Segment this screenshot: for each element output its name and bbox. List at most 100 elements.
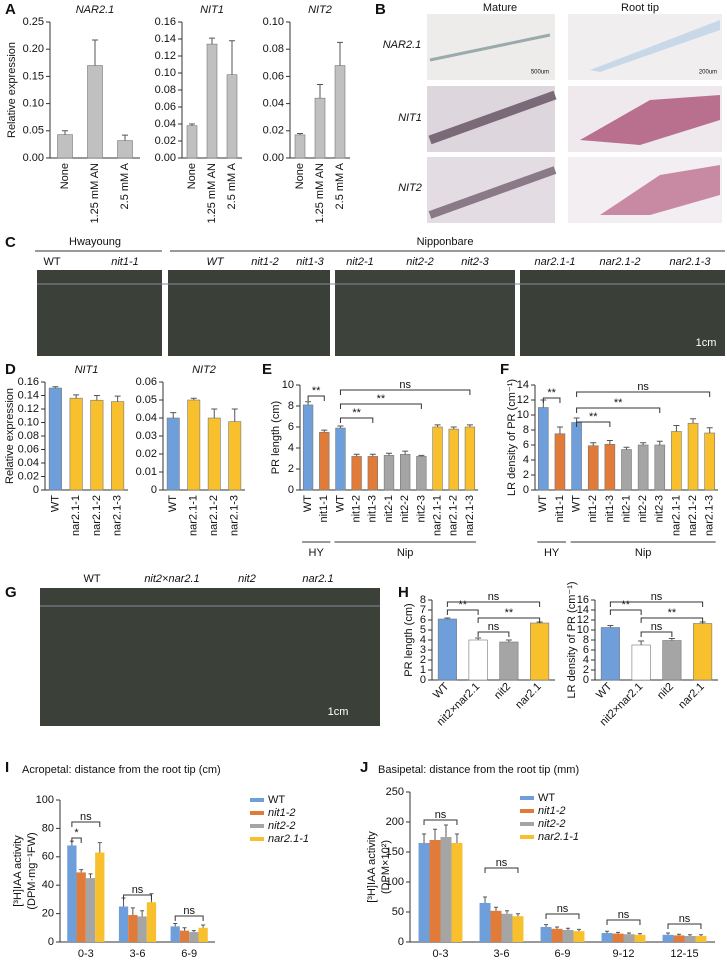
y-axis-label: PR length (cm) <box>403 603 415 676</box>
bar <box>383 455 395 491</box>
y-tick-label: 0.06 <box>155 101 176 113</box>
bar <box>228 421 242 491</box>
error-bar <box>666 932 671 935</box>
bar <box>451 843 463 942</box>
bar <box>571 422 582 491</box>
error-bar <box>640 442 647 445</box>
bar <box>587 445 599 491</box>
y-axis-label: PR length (cm) <box>270 401 282 474</box>
legend-label: nit1-2 <box>538 805 566 817</box>
significance-bracket <box>484 867 519 873</box>
y-tick-label: 2 <box>420 654 426 666</box>
error-bar <box>73 394 80 399</box>
y-tick-label: 2 <box>523 469 529 481</box>
error-bar <box>576 928 581 932</box>
bar <box>662 934 674 942</box>
y-tick-label: 0.03 <box>136 430 157 442</box>
bar <box>612 933 624 942</box>
y-tick-label: 0.20 <box>23 43 44 55</box>
bar <box>634 934 646 942</box>
y-axis-label: LR density of PR (cm⁻¹) <box>506 379 518 496</box>
legend-label: nit2-2 <box>538 818 566 830</box>
y-tick-label: 100 <box>386 876 404 888</box>
error-bar <box>673 425 680 432</box>
bar <box>57 134 73 159</box>
x-tick-label: 1.25 mM AN <box>206 163 218 224</box>
error-bar <box>369 453 376 457</box>
error-bar <box>626 932 631 935</box>
y-tick-label: 0.00 <box>155 152 176 164</box>
genotype-label: nar2.1-1 <box>535 256 576 268</box>
significance-label: ns <box>435 809 447 821</box>
y-tick-label: 0.02 <box>18 470 39 482</box>
bar <box>226 74 238 159</box>
y-tick-label: 0 <box>151 484 157 496</box>
bar <box>294 134 306 159</box>
x-tick-label: 6-9 <box>555 948 571 960</box>
x-tick-label: nar2.1-2 <box>91 495 103 536</box>
chart-title: Basipetal: distance from the root tip (m… <box>378 764 579 776</box>
significance-bracket <box>609 609 642 615</box>
y-tick-label: 14 <box>517 379 529 391</box>
significance-bracket <box>307 395 325 401</box>
y-tick-label: 7 <box>420 604 426 616</box>
bar <box>367 456 378 491</box>
y-tick-label: 10 <box>282 379 294 391</box>
error-bar <box>483 896 488 903</box>
significance-label: ns <box>618 909 630 921</box>
bar <box>468 639 488 681</box>
error-bar <box>605 930 610 933</box>
bar <box>437 618 457 681</box>
y-tick-label: 0 <box>523 484 529 496</box>
y-tick-label: 0.00 <box>263 152 284 164</box>
bar <box>334 65 346 159</box>
group-label: HY <box>544 547 560 559</box>
y-tick-label: 50 <box>392 906 404 918</box>
bar <box>637 444 649 491</box>
y-tick-label: 80 <box>42 822 54 834</box>
x-tick-label: nit2-3 <box>415 495 427 523</box>
error-bar <box>321 429 328 433</box>
bar <box>429 840 441 942</box>
bar <box>499 641 519 681</box>
scale-bar: 500um <box>531 70 549 76</box>
y-tick-label: 0.05 <box>23 125 44 137</box>
x-tick-label: nar2.1-3 <box>112 495 124 536</box>
error-bar <box>690 418 697 424</box>
photo-grid <box>427 14 722 223</box>
y-tick-label: 0 <box>583 674 589 686</box>
y-tick-label: 0.02 <box>263 125 284 137</box>
y-tick-label: 0.02 <box>155 135 176 147</box>
column-label: Root tip <box>621 2 659 14</box>
significance-bracket <box>576 407 661 413</box>
bar <box>418 843 430 942</box>
x-tick-label: nit2-1 <box>383 495 395 523</box>
genotype-label: WT <box>43 256 60 268</box>
significance-label: ** <box>589 411 598 423</box>
bar <box>600 627 620 681</box>
x-tick-label: nit1-1 <box>554 495 566 523</box>
error-bar <box>317 84 323 99</box>
y-tick-label: 3 <box>420 644 426 656</box>
genotype-label: nit2×nar2.1 <box>144 573 199 585</box>
genotype-label: nit2-2 <box>406 256 434 268</box>
bar <box>335 427 346 491</box>
error-bar <box>297 133 303 135</box>
significance-label: ns <box>557 903 569 915</box>
error-bar <box>505 639 512 642</box>
error-bar <box>189 123 195 126</box>
x-tick-label: nar2.1 <box>513 681 544 712</box>
y-tick-label: 250 <box>386 786 404 798</box>
y-tick-label: 5 <box>420 624 426 636</box>
bar <box>448 428 459 491</box>
x-tick-label: nit2 <box>655 681 676 702</box>
y-tick-label: 0.06 <box>18 443 39 455</box>
error-bar <box>434 424 441 427</box>
scale-bar: 1cm <box>696 337 717 349</box>
y-tick-label: 0.15 <box>23 70 44 82</box>
root-tip <box>580 95 720 145</box>
error-bar <box>201 924 206 928</box>
error-bar <box>97 842 102 853</box>
error-bar <box>353 453 360 457</box>
significance-bracket <box>606 919 641 925</box>
